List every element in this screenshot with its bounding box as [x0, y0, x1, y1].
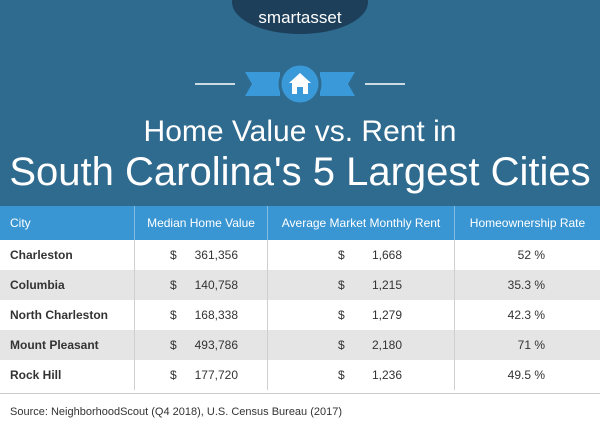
- rate-cell: 49.5 %: [507, 368, 545, 382]
- table-row: Mount Pleasant $493,786 $2,180 71 %: [0, 330, 600, 360]
- city-cell: Mount Pleasant: [0, 330, 135, 360]
- header-row: City Median Home Value Average Market Mont…: [0, 206, 600, 240]
- rate-cell: 71 %: [517, 338, 545, 352]
- amount: 168,338: [194, 308, 238, 322]
- column-header: Homeownership Rate: [469, 216, 586, 230]
- money-cell: [268, 240, 455, 270]
- amount: 177,720: [194, 368, 238, 382]
- rate-cell: 42.3 %: [507, 308, 545, 322]
- amount: 1,215: [371, 278, 402, 292]
- currency: $: [170, 278, 177, 292]
- table-row: Rock Hill $177,720 $1,236 49.5 %: [0, 360, 600, 390]
- amount: 1,668: [371, 248, 402, 262]
- amount: 140,758: [194, 278, 238, 292]
- money-cell: [135, 360, 268, 390]
- column-header: Average Market Monthly Rent: [268, 206, 455, 240]
- money-cell: [135, 330, 268, 360]
- money-cell: [135, 300, 268, 330]
- currency: $: [170, 338, 177, 352]
- table-row: North Charleston $168,338 $1,279 42.3 %: [0, 300, 600, 330]
- title-line: South Carolina's 5 Largest Cities: [9, 150, 591, 194]
- header: smartasset Home Value vs. Rent in South …: [0, 0, 600, 206]
- money-cell: [268, 330, 455, 360]
- city-cell: Columbia: [0, 270, 135, 300]
- amount: 2,180: [371, 338, 402, 352]
- table-row: Charleston $361,356 $1,668 52 %: [0, 240, 600, 270]
- currency: $: [170, 308, 177, 322]
- money-cell: [268, 270, 455, 300]
- money-cell: [135, 240, 268, 270]
- source: Source: NeighborhoodScout (Q4 2018), U.S…: [0, 393, 600, 431]
- currency: $: [338, 338, 345, 352]
- amount: 1,279: [371, 308, 402, 322]
- city-cell: North Charleston: [0, 300, 135, 330]
- currency: $: [338, 308, 345, 322]
- title-line: Home Value vs. Rent in: [143, 115, 457, 148]
- currency: $: [338, 278, 345, 292]
- amount: 1,236: [371, 368, 402, 382]
- money-cell: [135, 270, 268, 300]
- table-row: Columbia $140,758 $1,215 35.3 %: [0, 270, 600, 300]
- column-header: City: [0, 206, 135, 240]
- amount: 361,356: [194, 248, 238, 262]
- rate-cell: 35.3 %: [507, 278, 545, 292]
- city-cell: Rock Hill: [0, 360, 135, 390]
- amount: 493,786: [194, 338, 238, 352]
- brand: smartasset: [258, 8, 342, 27]
- currency: $: [170, 368, 177, 382]
- currency: $: [338, 368, 345, 382]
- money-cell: [268, 300, 455, 330]
- city-cell: Charleston: [0, 240, 135, 270]
- currency: $: [338, 248, 345, 262]
- rate-cell: 52 %: [517, 248, 545, 262]
- money-cell: [268, 360, 455, 390]
- currency: $: [170, 248, 177, 262]
- column-header: Median Home Value: [135, 206, 268, 240]
- ribbon-icon: [195, 62, 405, 106]
